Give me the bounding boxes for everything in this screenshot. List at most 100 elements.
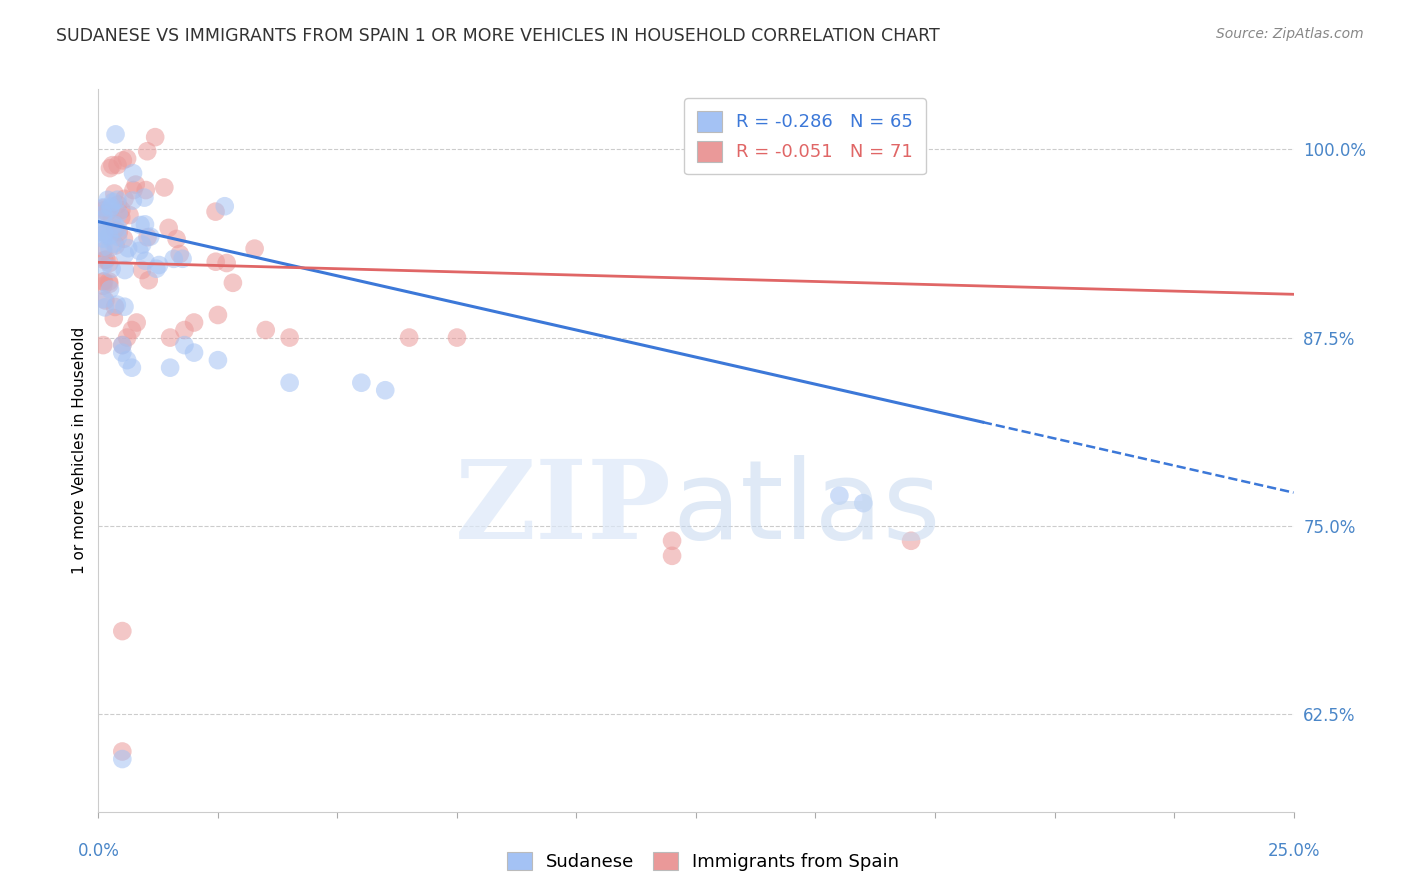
Point [134, 218, 156, 232]
Point [125, 316, 148, 330]
Point [94, 227, 117, 241]
Point [98, 202, 121, 216]
Text: atlas: atlas [672, 455, 941, 562]
Point [91, 244, 114, 259]
Point [94, 293, 117, 308]
Point [98, 161, 121, 175]
Point [900, 533, 922, 548]
Point [111, 338, 134, 352]
Point [115, 353, 138, 368]
Point [101, 158, 124, 172]
Point [107, 221, 129, 235]
Point [98, 277, 121, 291]
Point [91, 212, 114, 227]
Y-axis label: 1 or more Vehicles in Household: 1 or more Vehicles in Household [72, 326, 87, 574]
Point [278, 376, 301, 390]
Point [169, 247, 191, 261]
Point [254, 323, 277, 337]
Point [173, 323, 195, 337]
Point [93, 227, 115, 242]
Point [110, 211, 132, 225]
Point [131, 263, 153, 277]
Point [207, 308, 229, 322]
Legend: R = -0.286   N = 65, R = -0.051   N = 71: R = -0.286 N = 65, R = -0.051 N = 71 [685, 98, 927, 174]
Point [104, 128, 127, 142]
Point [107, 206, 129, 220]
Point [111, 153, 134, 168]
Point [163, 252, 186, 266]
Text: SUDANESE VS IMMIGRANTS FROM SPAIN 1 OR MORE VEHICLES IN HOUSEHOLD CORRELATION CH: SUDANESE VS IMMIGRANTS FROM SPAIN 1 OR M… [56, 27, 941, 45]
Point [121, 360, 143, 375]
Point [852, 496, 875, 510]
Point [136, 230, 159, 244]
Point [98, 256, 121, 270]
Point [104, 238, 127, 252]
Point [148, 258, 170, 272]
Point [107, 230, 129, 244]
Point [93, 274, 115, 288]
Point [93, 226, 115, 240]
Point [107, 197, 129, 211]
Point [105, 193, 128, 207]
Point [91, 278, 114, 293]
Point [91, 338, 114, 352]
Point [204, 204, 226, 219]
Point [97, 193, 120, 207]
Point [111, 752, 134, 766]
Point [91, 292, 114, 306]
Point [91, 208, 114, 222]
Point [96, 205, 118, 219]
Point [446, 330, 468, 344]
Point [117, 241, 139, 255]
Point [121, 323, 143, 337]
Point [111, 345, 134, 359]
Point [91, 202, 114, 216]
Point [101, 212, 124, 227]
Point [128, 244, 150, 258]
Point [166, 232, 188, 246]
Point [661, 533, 683, 548]
Point [105, 297, 128, 311]
Point [136, 145, 159, 159]
Point [91, 231, 114, 245]
Point [91, 275, 114, 289]
Text: ZIP: ZIP [456, 455, 672, 562]
Point [122, 183, 145, 197]
Point [204, 254, 226, 268]
Point [115, 330, 138, 344]
Point [114, 300, 136, 314]
Point [115, 152, 138, 166]
Point [134, 191, 156, 205]
Point [350, 376, 373, 390]
Point [98, 283, 121, 297]
Point [103, 236, 125, 251]
Point [215, 256, 238, 270]
Point [103, 186, 125, 201]
Point [111, 745, 134, 759]
Point [173, 338, 195, 352]
Point [159, 330, 181, 344]
Point [145, 261, 167, 276]
Point [114, 247, 136, 261]
Point [118, 208, 141, 222]
Point [93, 240, 115, 254]
Point [110, 202, 132, 217]
Text: Source: ZipAtlas.com: Source: ZipAtlas.com [1216, 27, 1364, 41]
Point [157, 220, 180, 235]
Point [243, 242, 266, 256]
Point [107, 225, 129, 239]
Point [114, 192, 136, 206]
Point [91, 200, 114, 214]
Point [100, 200, 122, 214]
Point [100, 261, 122, 276]
Point [91, 203, 114, 218]
Point [121, 194, 143, 208]
Point [172, 252, 194, 266]
Point [661, 549, 683, 563]
Point [98, 228, 121, 243]
Point [98, 241, 121, 255]
Point [134, 253, 156, 268]
Point [214, 199, 236, 213]
Point [131, 237, 153, 252]
Point [103, 311, 125, 326]
